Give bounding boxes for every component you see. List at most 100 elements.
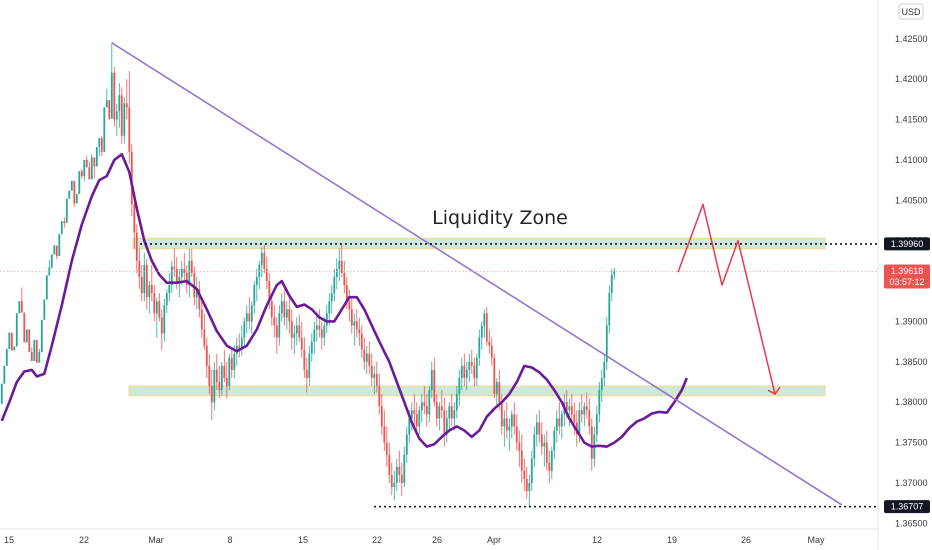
candle-body [388,454,391,475]
candle-body [458,377,461,395]
moving-average-line [0,153,689,448]
time-tick-label: Mar [148,535,164,545]
candle-body [100,138,103,152]
candle-body [505,418,508,431]
candle-body [583,406,586,415]
projection-path [677,203,776,395]
candle-body [175,268,178,282]
candle-body [355,321,358,330]
candle-body [570,406,573,415]
candle-body [148,285,151,298]
candle-body [160,317,163,334]
candle-body [193,272,196,298]
candle-body [300,337,303,350]
candle-body [440,406,443,411]
time-tick-label: 22 [372,535,382,545]
candle-body [365,353,368,362]
price-tick-label: 1.42500 [895,34,928,44]
candle-body [23,312,26,343]
candle-body [263,252,266,269]
candle-body [330,293,333,302]
candle-body [98,138,101,147]
candle-body [218,382,221,391]
candle-body [78,171,81,194]
candle-body [13,346,16,351]
price-tag-label: 1.39960 [891,239,924,249]
candle-body [553,430,556,451]
candle-body [128,107,131,152]
candle-body [430,369,433,391]
time-tick-label: 19 [667,535,677,545]
candle-body [288,309,291,322]
candle-body [373,373,376,378]
candle-body [125,103,128,108]
candle-body [238,345,241,350]
candle-body [610,274,613,294]
candle-body [70,180,73,191]
candle-body [358,329,361,334]
candle-body [540,434,543,447]
candle-body [18,301,21,314]
candle-body [605,325,608,362]
candle-body [425,406,428,415]
candle-body [393,482,396,488]
candle-body [558,418,561,427]
candle-body [8,332,11,349]
candle-body [590,426,593,459]
candle-body [338,260,341,269]
candle-body [433,369,436,403]
candle-body [445,418,448,435]
candle-body [538,422,541,435]
candle-body [43,299,46,320]
candle-body [378,386,381,407]
candle-body [585,406,588,411]
candle-body [163,305,166,334]
candle-body [525,478,528,492]
candle-body [90,157,93,180]
candle-body [248,313,251,322]
candle-body [5,348,8,366]
candle-body [180,268,183,278]
candle-body [395,466,398,483]
candle-body [120,95,123,136]
candle-body [173,266,176,269]
candle-body [353,321,356,326]
candle-body [208,365,211,387]
candle-body [135,232,138,261]
candle-body [513,414,516,427]
candle-body [265,268,268,282]
price-tick-label: 1.36500 [895,518,928,528]
candle-body [383,426,386,443]
candle-body [380,406,383,427]
candle-body [293,333,296,338]
candle-body [408,418,411,435]
candle-body [385,442,388,455]
candle-body [320,329,323,338]
candle-body [20,301,23,313]
candle-body [103,107,106,152]
candle-body [113,72,116,120]
candle-body [230,357,233,370]
candle-body [55,245,58,257]
candle-body [105,100,108,108]
chart-overlays [0,42,878,508]
candle-body [500,402,503,427]
time-tick-label: Apr [487,535,501,545]
candle-body [518,442,521,451]
candle-body [215,369,218,383]
candle-body [448,406,451,419]
candle-body [305,369,308,378]
candle-body [58,234,61,257]
candle-body [253,285,256,306]
currency-button[interactable]: USD [898,3,924,20]
candle-body [490,345,493,358]
candle-body [145,264,148,298]
candle-body [435,402,438,419]
candle-body [348,301,351,310]
candle-body [603,361,606,378]
candle-body [345,285,348,302]
currency-label: USD [901,7,921,17]
candle-body [428,390,431,415]
